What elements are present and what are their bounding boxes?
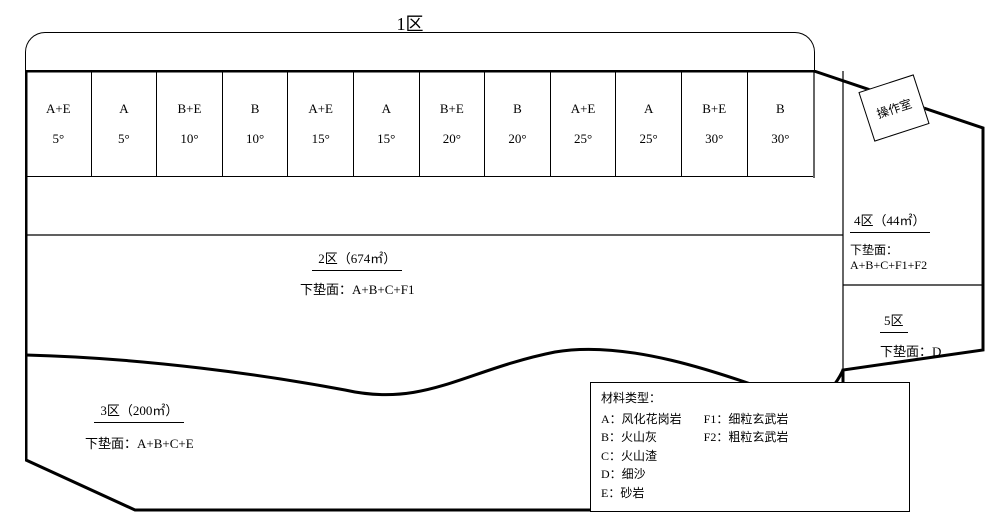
cell-angle: 10°	[180, 131, 198, 147]
legend-item: B：火山灰	[601, 428, 682, 447]
zone1-cell: A+E 15°	[288, 71, 354, 177]
legend-item: F1：细粒玄武岩	[704, 410, 789, 429]
zone1-cell: B 10°	[223, 71, 289, 177]
zone4-sub-val: A+B+C+F1+F2	[850, 258, 927, 272]
cell-material: A	[382, 101, 391, 117]
zone1-cell: B+E 20°	[420, 71, 486, 177]
zone1-cell: A 15°	[354, 71, 420, 177]
zone1-cell: A 5°	[92, 71, 158, 177]
zone4-block: 4区（44㎡） 下垫面： A+B+C+F1+F2	[850, 210, 930, 273]
legend-item: C：火山渣	[601, 447, 682, 466]
legend-item: E：砂岩	[601, 484, 682, 503]
cell-angle: 30°	[771, 131, 789, 147]
zone1-cell: B 20°	[485, 71, 551, 177]
cell-material: B+E	[440, 101, 464, 117]
cell-material: A+E	[571, 101, 596, 117]
cell-angle: 15°	[312, 131, 330, 147]
cell-material: B	[251, 101, 260, 117]
zone1-cells-row: A+E 5° A 5° B+E 10° B 10° A+E 15° A 15° B+E 20° B 20° A+…	[26, 71, 813, 177]
cell-angle: 25°	[574, 131, 592, 147]
cell-material: A+E	[46, 101, 71, 117]
legend-col1: A：风化花岗岩B：火山灰C：火山渣D：细沙E：砂岩	[601, 410, 682, 503]
cell-angle: 10°	[246, 131, 264, 147]
zone5-block: 5区 下垫面：D	[880, 310, 941, 360]
zone3-title: 3区（200㎡）	[94, 400, 184, 423]
cell-material: B	[513, 101, 522, 117]
legend-item: A：风化花岗岩	[601, 410, 682, 429]
zone4-sub-label: 下垫面：	[850, 243, 898, 257]
cell-angle: 5°	[118, 131, 130, 147]
zone1-cell: A 25°	[616, 71, 682, 177]
legend-col2: F1：细粒玄武岩F2：粗粒玄武岩	[704, 410, 789, 503]
legend-item: D：细沙	[601, 465, 682, 484]
cell-material: B+E	[702, 101, 726, 117]
zone1-cell: A+E 5°	[26, 71, 92, 177]
cell-material: A+E	[308, 101, 333, 117]
zone1-bracket	[25, 32, 815, 72]
zone5-sub: 下垫面：D	[880, 341, 941, 360]
zone4-sub: 下垫面： A+B+C+F1+F2	[850, 241, 930, 273]
cell-material: B+E	[178, 101, 202, 117]
cell-angle: 25°	[640, 131, 658, 147]
legend-header: 材料类型：	[601, 389, 899, 408]
zone4-title: 4区（44㎡）	[850, 210, 930, 233]
zone1-cell: B+E 30°	[682, 71, 748, 177]
cell-angle: 30°	[705, 131, 723, 147]
cell-angle: 20°	[443, 131, 461, 147]
legend-box: 材料类型： A：风化花岗岩B：火山灰C：火山渣D：细沙E：砂岩 F1：细粒玄武岩…	[590, 382, 910, 512]
zone1-cell: A+E 25°	[551, 71, 617, 177]
zone5-title: 5区	[880, 310, 908, 333]
legend-item: F2：粗粒玄武岩	[704, 428, 789, 447]
cell-angle: 20°	[508, 131, 526, 147]
zone2-sub: 下垫面：A+B+C+F1	[300, 279, 414, 298]
zone1-cell: B 30°	[748, 71, 814, 177]
zone3-sub: 下垫面：A+B+C+E	[85, 433, 194, 452]
cell-material: B	[776, 101, 785, 117]
zone1-cell: B+E 10°	[157, 71, 223, 177]
cell-material: A	[644, 101, 653, 117]
cell-angle: 15°	[377, 131, 395, 147]
zone2-block: 2区（674㎡） 下垫面：A+B+C+F1	[300, 248, 414, 298]
cell-material: A	[119, 101, 128, 117]
zone3-block: 3区（200㎡） 下垫面：A+B+C+E	[85, 400, 194, 452]
zone2-title: 2区（674㎡）	[312, 248, 402, 271]
cell-angle: 5°	[52, 131, 64, 147]
